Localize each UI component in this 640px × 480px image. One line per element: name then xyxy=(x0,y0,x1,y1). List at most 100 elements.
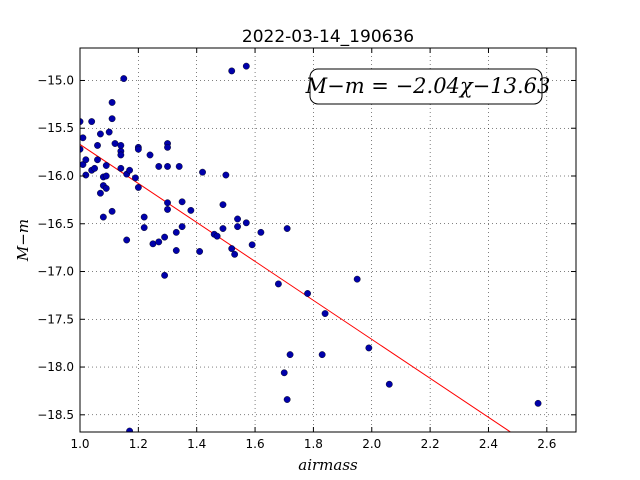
data-point xyxy=(149,240,157,248)
data-point xyxy=(140,213,148,221)
data-point xyxy=(102,185,110,192)
data-point xyxy=(385,380,393,388)
data-point xyxy=(222,171,230,179)
data-point xyxy=(172,247,180,254)
data-point xyxy=(196,248,204,255)
data-point xyxy=(187,206,195,214)
data-point xyxy=(155,163,163,170)
data-point xyxy=(80,134,87,142)
data-point xyxy=(234,215,241,223)
data-point xyxy=(534,399,542,407)
x-tick-label: 2.0 xyxy=(362,437,381,451)
data-point xyxy=(108,207,116,215)
data-point xyxy=(178,223,186,231)
data-point xyxy=(172,228,180,236)
x-tick-label: 1.2 xyxy=(129,437,148,451)
y-tick-label: −17.0 xyxy=(37,265,74,279)
data-point xyxy=(175,163,183,170)
data-point xyxy=(248,241,256,249)
data-point xyxy=(242,219,250,227)
data-point xyxy=(102,162,110,169)
data-point xyxy=(164,199,171,207)
data-point xyxy=(178,198,186,206)
x-tick-label: 1.8 xyxy=(304,437,323,451)
data-point xyxy=(164,143,171,151)
data-point xyxy=(161,233,169,241)
data-point xyxy=(120,75,128,82)
data-point xyxy=(111,140,119,147)
data-point xyxy=(140,224,148,231)
plot-area: 1.0 1.2 1.4 1.6 1.8 2.0 2.2 2.4 2.6 −15.0 −15.5 −16… xyxy=(37,47,577,451)
data-point xyxy=(82,171,90,179)
data-point xyxy=(274,280,282,288)
data-point xyxy=(102,172,110,180)
x-tick-label: 1.4 xyxy=(187,437,206,451)
x-tick-label: 2.6 xyxy=(537,437,556,451)
data-point xyxy=(161,271,169,279)
data-point xyxy=(88,118,96,125)
x-axis-label: airmass xyxy=(298,456,358,474)
data-point xyxy=(99,213,107,221)
data-point xyxy=(97,189,104,197)
data-point xyxy=(164,206,171,213)
data-point xyxy=(123,236,131,244)
fit-line xyxy=(80,144,512,432)
y-tick-label: −15.5 xyxy=(37,121,74,135)
x-tick-label: 1.6 xyxy=(246,437,265,451)
data-point xyxy=(108,99,116,106)
data-point xyxy=(94,156,101,164)
y-tick-label: −18.5 xyxy=(37,408,74,422)
data-point xyxy=(108,115,116,123)
chart-title: 2022-03-14_190636 xyxy=(242,27,414,47)
x-tick-label: 2.4 xyxy=(479,437,498,451)
data-point xyxy=(283,225,291,232)
data-point xyxy=(283,396,291,403)
data-point xyxy=(94,142,101,149)
data-point xyxy=(134,145,142,153)
data-point xyxy=(365,344,373,352)
y-tick-label: −15.0 xyxy=(37,73,74,87)
x-tick-label: 2.2 xyxy=(421,437,440,451)
data-point xyxy=(234,223,241,231)
fit-equation: M−m = −2.04χ−13.63 xyxy=(305,74,551,98)
fit-equation-frame xyxy=(309,68,543,105)
plot-frame xyxy=(79,47,577,433)
y-tick-label: −16.0 xyxy=(37,169,74,183)
data-point xyxy=(228,67,236,75)
y-axis-label: M−m xyxy=(14,219,32,262)
data-point xyxy=(286,351,294,359)
data-point xyxy=(82,156,90,164)
y-tick-label: −17.5 xyxy=(37,312,74,326)
data-point xyxy=(199,168,206,176)
data-point xyxy=(91,164,98,172)
data-point xyxy=(353,275,361,283)
y-tick-label: −16.5 xyxy=(37,217,74,231)
data-point xyxy=(213,232,221,240)
data-point xyxy=(280,369,288,377)
data-point xyxy=(105,128,113,136)
data-point xyxy=(242,62,250,70)
data-point xyxy=(117,142,125,149)
y-tick-label: −18.0 xyxy=(37,360,74,374)
data-point xyxy=(117,151,125,159)
data-point xyxy=(146,151,154,159)
data-point xyxy=(219,225,227,232)
data-point xyxy=(117,164,125,172)
data-point xyxy=(155,238,163,246)
data-point xyxy=(321,310,329,317)
data-point xyxy=(126,166,134,174)
data-point xyxy=(134,184,142,191)
data-point xyxy=(97,130,104,138)
data-point xyxy=(257,228,265,236)
x-tick-label: 1.0 xyxy=(70,437,89,451)
data-point xyxy=(219,201,227,209)
data-point xyxy=(132,174,139,182)
data-point xyxy=(231,250,239,258)
data-point xyxy=(304,290,311,297)
data-point xyxy=(126,427,133,432)
fit-equation-box: M−m = −2.04χ−13.63 xyxy=(305,68,551,105)
data-point xyxy=(228,245,236,252)
data-point xyxy=(164,163,171,170)
data-point xyxy=(318,351,326,359)
